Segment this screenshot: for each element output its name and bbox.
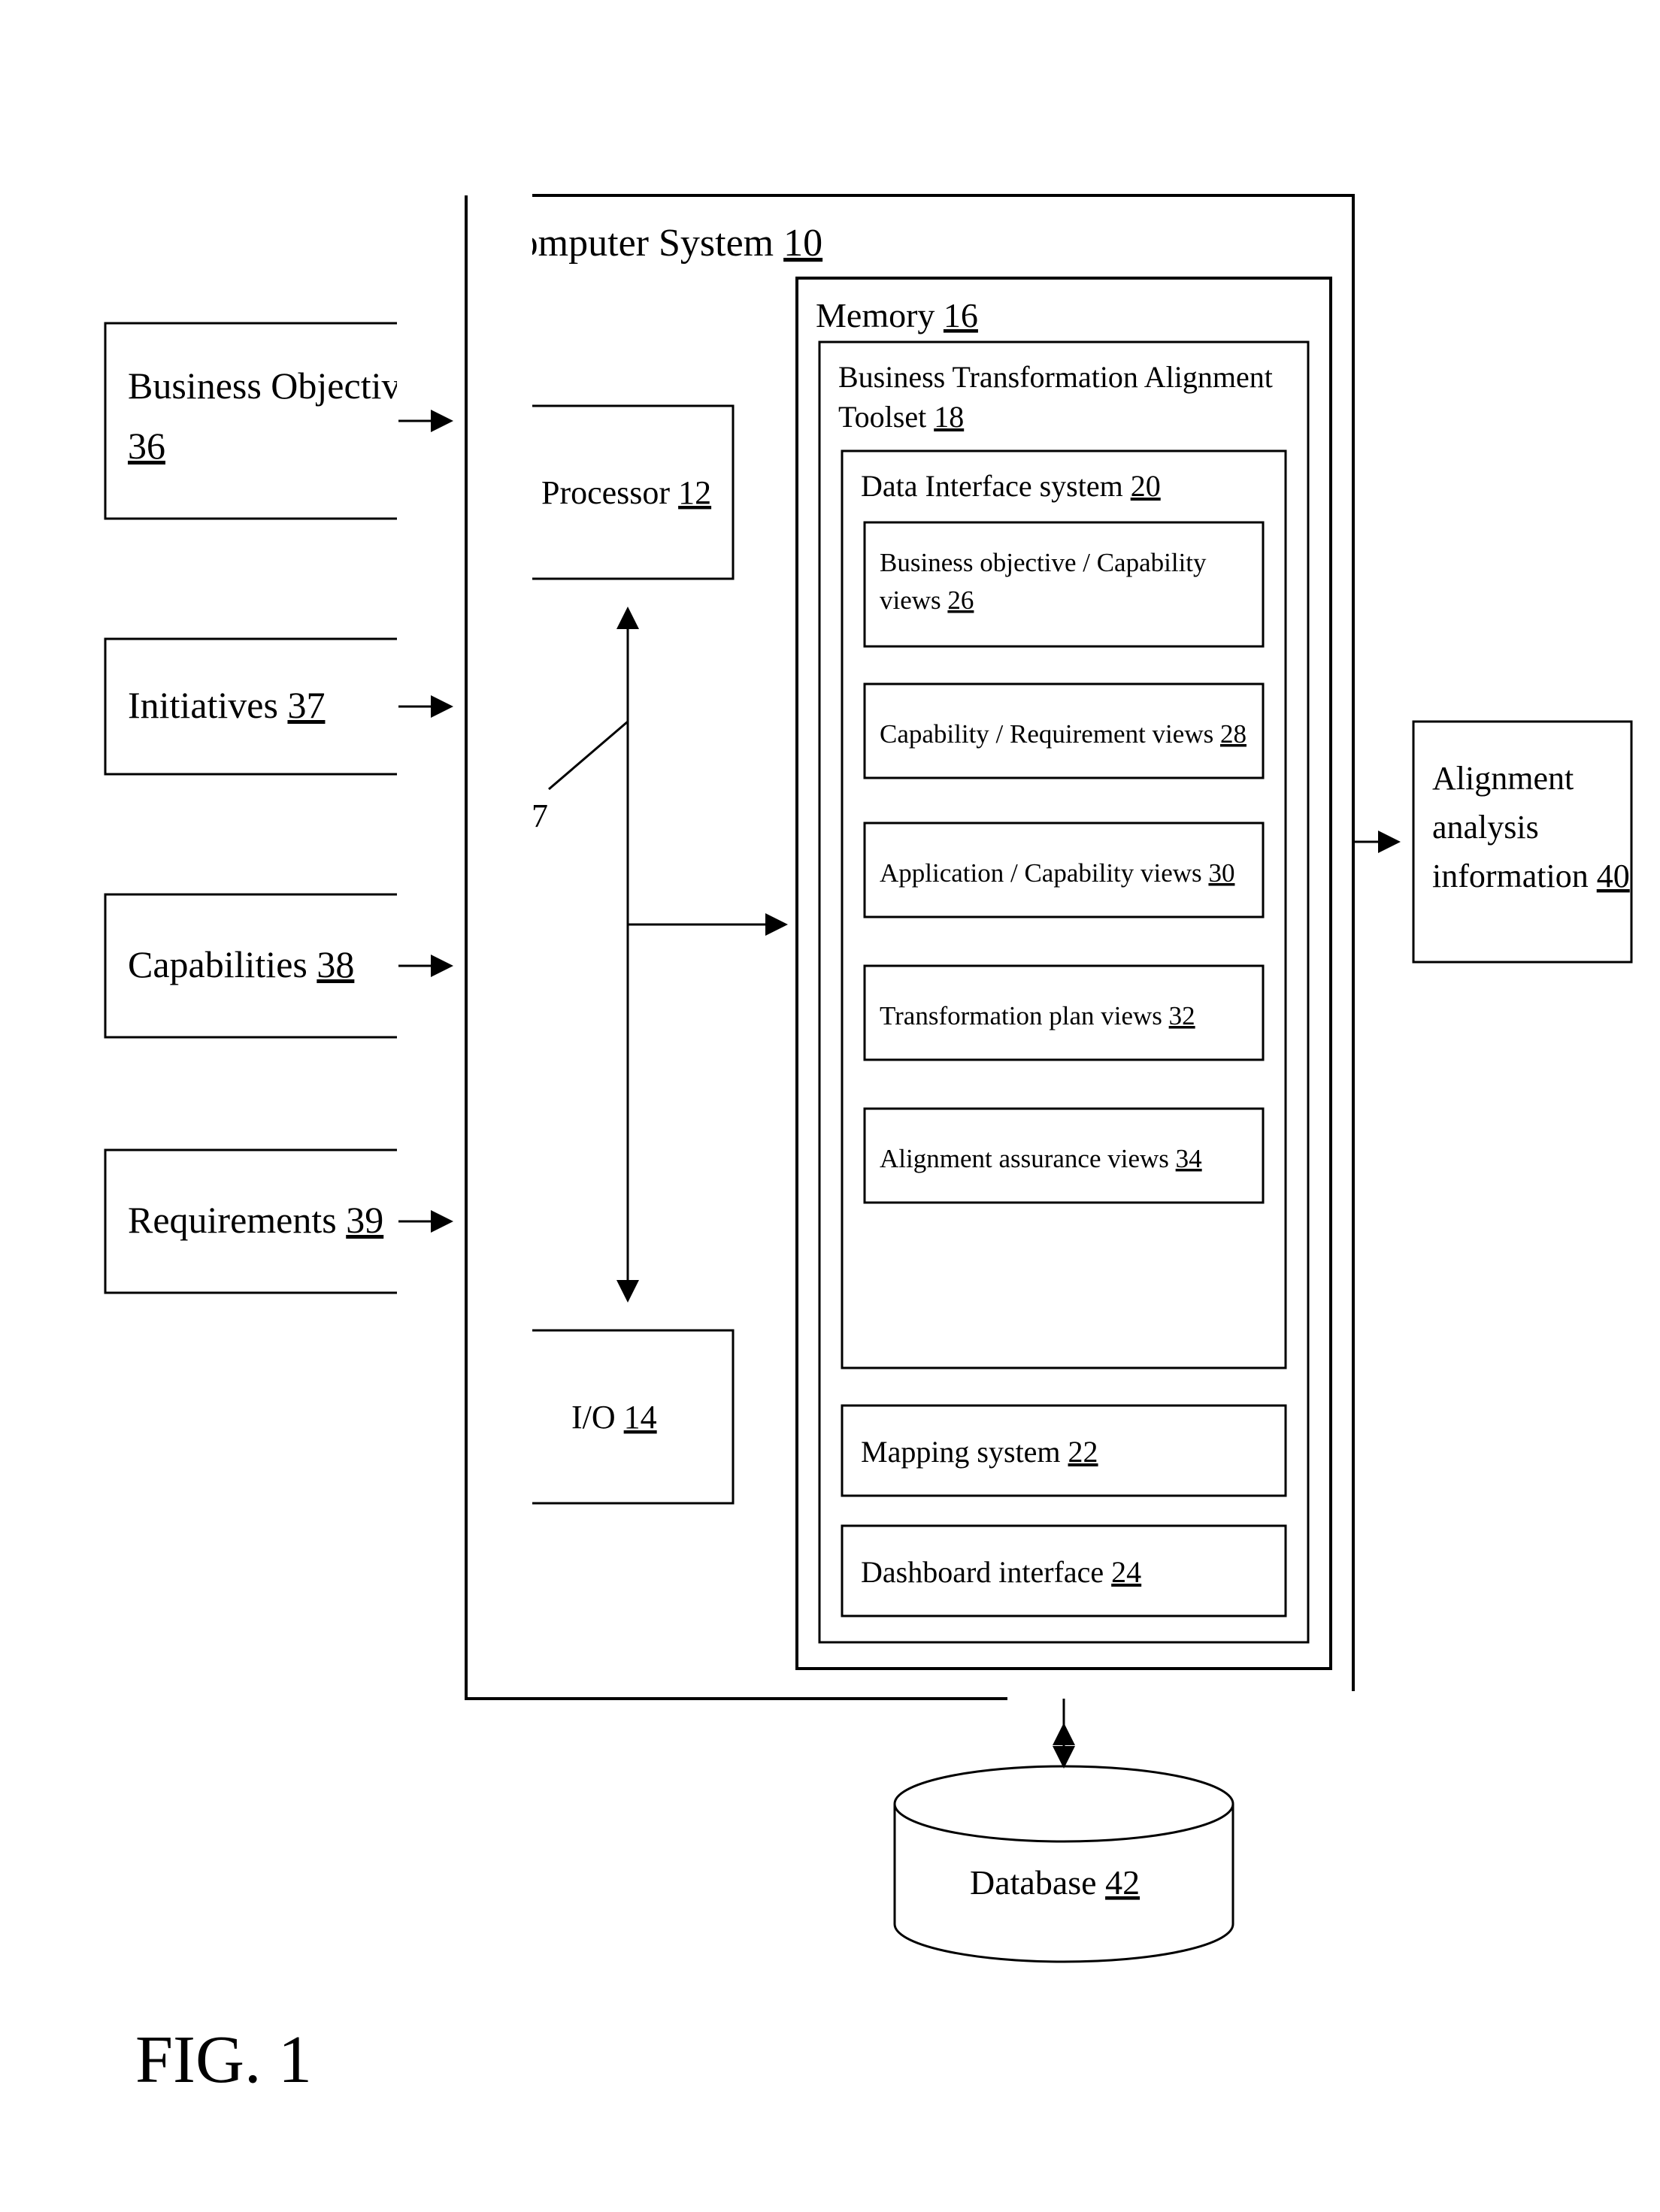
input-label: Initiatives	[128, 684, 278, 726]
svg-text:Alignment: Alignment	[1432, 760, 1574, 797]
svg-text:information 40: information 40	[1432, 858, 1630, 894]
input-capabilities: Capabilities 38	[105, 894, 398, 1037]
svg-text:Mapping system 22: Mapping system 22	[861, 1435, 1098, 1469]
figure-label: FIG. 1	[135, 2023, 312, 2097]
input-ref: 37	[287, 684, 325, 726]
input-business-objectives: Business Objectives 36	[105, 323, 432, 519]
svg-text:I/O 14: I/O 14	[571, 1399, 657, 1436]
input-initiatives: Initiatives 37	[105, 639, 398, 774]
svg-text:Memory 16: Memory 16	[816, 296, 978, 334]
svg-text:Capabilities 38: Capabilities 38	[128, 943, 354, 985]
svg-text:Database 42: Database 42	[970, 1863, 1140, 1902]
svg-text:Business Transformation Alignm: Business Transformation Alignment	[838, 360, 1273, 394]
input-ref: 38	[317, 943, 354, 985]
input-label: Requirements	[128, 1199, 337, 1241]
svg-text:Business objective / Capabilit: Business objective / Capability	[880, 548, 1207, 577]
input-label: Capabilities	[128, 943, 307, 985]
svg-text:Alignment assurance views 34: Alignment assurance views 34	[880, 1144, 1202, 1173]
svg-text:Transformation plan views 32: Transformation plan views 32	[880, 1001, 1195, 1030]
svg-text:Capability / Requirement views: Capability / Requirement views 28	[880, 719, 1247, 749]
database-cyl: Database 42	[895, 1766, 1233, 1962]
svg-text:Data Interface system 20: Data Interface system 20	[861, 469, 1161, 503]
svg-text:Toolset 18: Toolset 18	[838, 400, 964, 434]
svg-text:Initiatives 37: Initiatives 37	[128, 684, 325, 726]
system-diagram: Business Objectives 36 Initiatives 37 Ca…	[0, 0, 1660, 2212]
output-alignment-info: Alignment analysis information 40	[1413, 722, 1631, 962]
input-requirements: Requirements 39	[105, 1150, 398, 1293]
input-label: Business Objectives	[128, 365, 432, 407]
input-ref: 36	[128, 425, 165, 467]
svg-text:Application / Capability views: Application / Capability views 30	[880, 858, 1234, 888]
svg-text:Computer System 10: Computer System 10	[492, 222, 822, 265]
svg-text:Requirements 39: Requirements 39	[128, 1199, 383, 1241]
svg-text:Dashboard interface 24: Dashboard interface 24	[861, 1555, 1141, 1589]
input-ref: 39	[346, 1199, 383, 1241]
svg-text:Processor 12: Processor 12	[541, 474, 711, 511]
svg-text:views 26: views 26	[880, 586, 974, 615]
svg-text:analysis: analysis	[1432, 809, 1539, 846]
